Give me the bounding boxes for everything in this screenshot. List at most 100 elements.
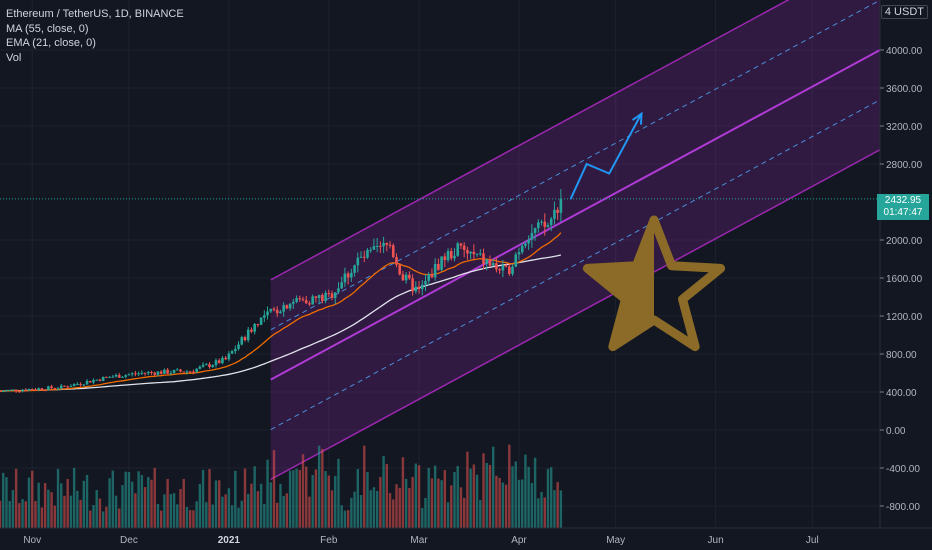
ema-21-line[interactable] bbox=[0, 232, 562, 392]
candle-body bbox=[511, 266, 514, 274]
candle-body bbox=[446, 251, 450, 261]
candle-body bbox=[440, 256, 443, 270]
volume-bar bbox=[159, 510, 163, 528]
candle-body bbox=[491, 263, 495, 266]
volume-bar bbox=[14, 468, 18, 528]
volume-bar bbox=[343, 510, 347, 528]
candle-body bbox=[227, 353, 231, 360]
volume-bar bbox=[559, 490, 563, 528]
candle-body bbox=[82, 384, 86, 386]
price-tick-label: 800.00 bbox=[886, 350, 917, 361]
candle-body bbox=[391, 245, 395, 258]
channel-upper-line[interactable] bbox=[270, 0, 880, 281]
candle-body bbox=[317, 295, 321, 298]
volume-bar bbox=[520, 479, 524, 528]
volume-bar bbox=[47, 489, 50, 528]
volume-bar bbox=[556, 482, 559, 528]
volume-bar bbox=[214, 480, 218, 528]
volume-bar bbox=[475, 474, 479, 528]
candle-body bbox=[453, 255, 456, 259]
volume-bar bbox=[472, 464, 476, 528]
volume-bar bbox=[63, 495, 66, 528]
volume-bar bbox=[437, 478, 440, 528]
candle-body bbox=[417, 286, 421, 290]
time-tick-label: Dec bbox=[120, 535, 138, 546]
candle-body bbox=[272, 308, 276, 310]
volume-bar bbox=[279, 483, 282, 528]
candle-body bbox=[356, 257, 360, 266]
time-axis[interactable] bbox=[0, 528, 932, 550]
candle-body bbox=[259, 317, 263, 325]
volume-bar bbox=[392, 499, 395, 528]
ma-55-line[interactable] bbox=[0, 254, 562, 392]
legend-ma[interactable]: MA (55, close, 0) bbox=[6, 22, 89, 35]
candle-body bbox=[8, 389, 11, 391]
candle-body bbox=[527, 239, 530, 244]
channel-upper-dashed-line[interactable] bbox=[270, 0, 881, 331]
candle-body bbox=[18, 391, 21, 393]
candle-body bbox=[517, 252, 521, 255]
volume-bar bbox=[424, 497, 427, 528]
volume-bar bbox=[176, 504, 179, 528]
volume-bar bbox=[166, 478, 169, 528]
volume-bar bbox=[385, 464, 389, 528]
channel-lower-line[interactable] bbox=[270, 149, 881, 481]
volume-bar bbox=[321, 448, 324, 528]
volume-bar bbox=[427, 467, 430, 528]
bar-countdown: 01:47:47 bbox=[883, 207, 923, 218]
candle-body bbox=[105, 376, 108, 378]
volume-bar bbox=[56, 468, 60, 528]
legend-ema[interactable]: EMA (21, close, 0) bbox=[6, 37, 96, 49]
candle-body bbox=[92, 380, 95, 383]
volume-bar bbox=[263, 504, 266, 528]
volume-bar bbox=[543, 497, 546, 528]
candle-body bbox=[469, 251, 472, 254]
candle-body bbox=[69, 386, 73, 388]
volume-bar bbox=[79, 499, 82, 528]
volume-bar bbox=[72, 467, 76, 528]
projection-path[interactable] bbox=[569, 113, 643, 200]
candle-body bbox=[485, 259, 489, 264]
candle-body bbox=[553, 209, 556, 219]
price-tick-label: 3600.00 bbox=[886, 84, 923, 95]
volume-bar bbox=[259, 483, 263, 528]
volume-bar bbox=[185, 506, 189, 528]
volume-bar bbox=[101, 511, 105, 528]
volume-bar bbox=[282, 495, 285, 528]
price-axis[interactable] bbox=[880, 0, 932, 550]
candle-body bbox=[298, 298, 302, 300]
legend-vol[interactable]: Vol bbox=[6, 51, 22, 64]
candle-body bbox=[43, 389, 47, 391]
candle-body bbox=[150, 371, 153, 373]
volume-bar bbox=[276, 502, 279, 528]
candle-body bbox=[269, 308, 273, 312]
channel-lower-dashed-line[interactable] bbox=[270, 99, 881, 430]
candle-body bbox=[124, 375, 128, 377]
price-tick-label: 400.00 bbox=[886, 388, 917, 399]
volume-bar bbox=[134, 493, 137, 528]
candle-body bbox=[462, 245, 466, 250]
candle-body bbox=[346, 273, 350, 278]
candle-body bbox=[543, 221, 547, 227]
volume-bar bbox=[417, 465, 421, 528]
candle-body bbox=[385, 242, 389, 245]
candle-body bbox=[224, 357, 227, 360]
candle-body bbox=[30, 389, 34, 391]
volume-bar bbox=[124, 471, 127, 528]
volume-bar bbox=[137, 471, 140, 528]
candle-body bbox=[185, 371, 189, 373]
currency-unit-badge[interactable]: 4 USDT bbox=[880, 5, 928, 19]
volume-bar bbox=[372, 487, 376, 528]
candle-body bbox=[221, 357, 224, 364]
legend-symbol[interactable]: Ethereum / TetherUS, 1D, BINANCE bbox=[6, 8, 184, 20]
candle-body bbox=[50, 386, 53, 389]
candle-body bbox=[27, 389, 31, 391]
candle-body bbox=[478, 253, 482, 255]
price-tick-label: -400.00 bbox=[886, 464, 920, 475]
candle-body bbox=[330, 293, 334, 299]
projection-arrowhead[interactable] bbox=[631, 111, 643, 125]
candle-body bbox=[411, 278, 414, 292]
channel-median-line[interactable] bbox=[270, 49, 881, 381]
